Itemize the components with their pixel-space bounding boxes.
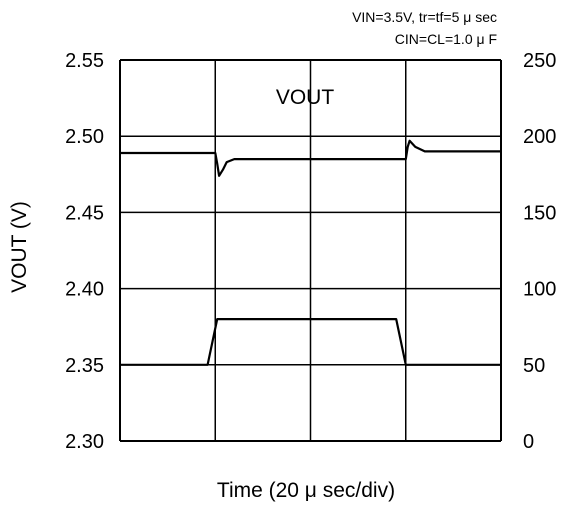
series-label-vout: VOUT	[276, 86, 335, 109]
left-tick-label-1: 2.35	[65, 355, 104, 377]
series-line-trace-1	[120, 318, 501, 366]
left-axis-ticks: 2.30 2.35 2.40 2.45 2.50 2.55	[65, 50, 104, 453]
left-tick-label-2: 2.40	[65, 279, 104, 301]
right-tick-label-4: 200	[523, 126, 556, 148]
right-axis-ticks: 0 50 100 150 200 250	[523, 50, 556, 453]
grid	[119, 59, 502, 442]
y-axis-label: VOUT (V)	[8, 201, 31, 293]
left-tick-label-3: 2.45	[65, 202, 104, 224]
x-axis-label: Time (20 μ sec/div)	[217, 479, 395, 502]
right-tick-label-3: 150	[523, 202, 556, 224]
right-tick-label-5: 250	[523, 50, 556, 72]
conditions-group: VIN=3.5V, tr=tf=5 μ sec CIN=CL=1.0 μ F	[352, 9, 497, 47]
left-tick-label-0: 2.30	[65, 431, 104, 453]
right-tick-label-1: 50	[523, 355, 545, 377]
right-tick-label-0: 0	[523, 431, 534, 453]
right-tick-label-2: 100	[523, 279, 556, 301]
series-line-vout	[120, 139, 501, 177]
left-tick-label-5: 2.55	[65, 50, 104, 72]
series-group	[120, 139, 501, 366]
condition-cin: CIN=CL=1.0 μ F	[395, 31, 497, 47]
left-tick-label-4: 2.50	[65, 126, 104, 148]
condition-vin: VIN=3.5V, tr=tf=5 μ sec	[352, 9, 497, 25]
